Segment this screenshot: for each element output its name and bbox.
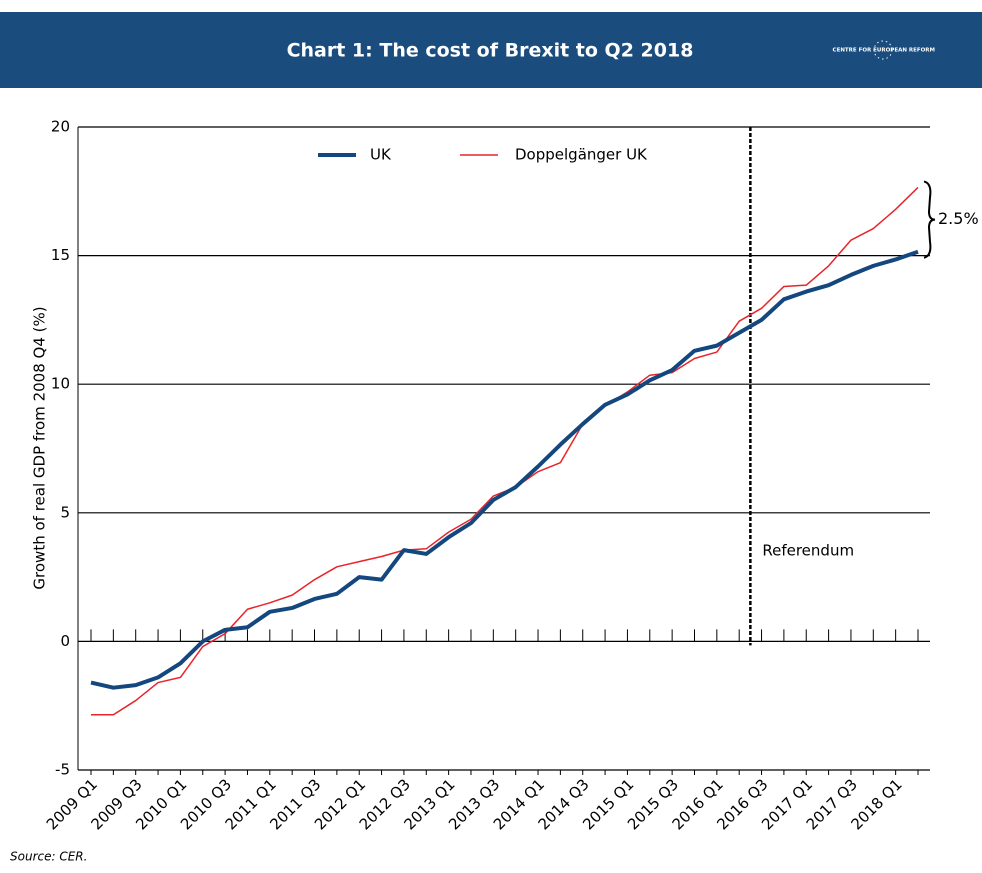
y-tick-label: -5: [55, 761, 70, 779]
brace: [923, 180, 936, 259]
referendum-label: Referendum: [762, 542, 854, 560]
legend-label: Doppelgänger UK: [515, 146, 648, 164]
logo-stars: [873, 40, 893, 60]
y-tick-label: 5: [60, 503, 70, 521]
y-axis-label: Growth of real GDP from 2008 Q4 (%): [31, 306, 49, 589]
y-tick-label: 15: [51, 246, 70, 264]
chart-title: Chart 1: The cost of Brexit to Q2 2018: [287, 40, 694, 62]
header-band: [0, 12, 982, 88]
series-line: [90, 249, 919, 690]
y-tick-label: 10: [51, 375, 70, 393]
y-tick-label: 20: [51, 118, 70, 136]
source: Source: CER.: [10, 850, 87, 864]
gap-label: 2.5%: [938, 209, 979, 228]
logo: CENTRE FOR EUROPEAN REFORM: [833, 48, 935, 54]
y-tick-label: 0: [60, 632, 70, 650]
legend-label: UK: [370, 146, 392, 164]
